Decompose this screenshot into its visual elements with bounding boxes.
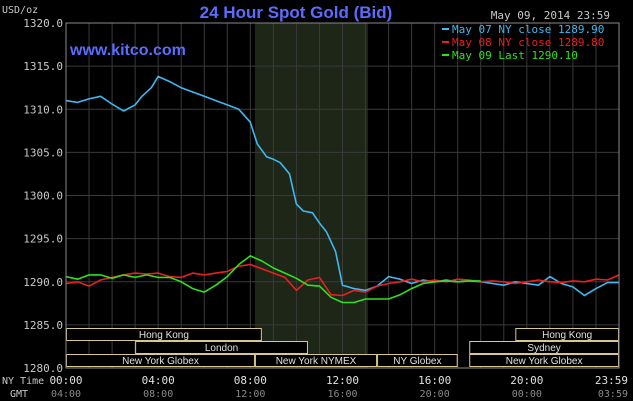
gmt-label: GMT [10, 389, 28, 400]
y-tick-label: 1310.0 [23, 103, 63, 116]
y-tick-label: 1300.0 [23, 190, 63, 203]
session-label: New York NYMEX [276, 356, 357, 367]
timestamp: May 09, 2014 23:59 [491, 9, 610, 22]
x-tick-label-ny: 23:59 [595, 374, 628, 387]
legend-entry: May 07 NY close 1289.90 [452, 23, 604, 36]
series-line-may-07 [65, 75, 619, 297]
legend-entry: May 08 NY close 1289.80 [452, 36, 604, 49]
plot-border [65, 22, 620, 369]
series-line-may-08 [65, 263, 620, 297]
x-tick-label-ny: 16:00 [418, 374, 451, 387]
x-tick-label-gmt: 16:00 [327, 389, 357, 400]
session-label: Hong Kong [542, 330, 592, 341]
x-tick-label-ny: 12:00 [326, 374, 359, 387]
session-label: Hong Kong [139, 330, 189, 341]
session-label: Sydney [527, 343, 560, 354]
y-axis-label: USD/oz [2, 5, 38, 16]
x-tick-label-ny: 04:00 [142, 374, 175, 387]
site-url: www.kitco.com [69, 42, 186, 59]
ny-time-label: NY Time [2, 376, 44, 387]
x-tick-label-gmt: 20:00 [420, 389, 450, 400]
x-tick-label-gmt: 08:00 [143, 389, 173, 400]
y-tick-label: 1285.0 [23, 319, 63, 332]
y-tick-label: 1280.0 [23, 362, 63, 375]
x-tick-label-gmt: 04:00 [51, 389, 81, 400]
y-tick-label: 1295.0 [23, 233, 63, 246]
x-tick-label-gmt: 03:59 [598, 389, 628, 400]
session-label: NY Globex [393, 356, 441, 367]
session-bar [377, 354, 458, 367]
y-tick-label: 1305.0 [23, 146, 63, 159]
price-series [65, 75, 620, 304]
x-tick-label-gmt: 12:00 [235, 389, 265, 400]
session-bar [254, 354, 378, 367]
x-tick-label-gmt: 00:00 [512, 389, 542, 400]
series-line-may-09 [65, 255, 481, 304]
y-tick-label: 1320.0 [23, 17, 63, 30]
y-tick-label: 1290.0 [23, 276, 63, 289]
x-tick-label-ny: 20:00 [510, 374, 543, 387]
y-axis-ticks: 1320.0 1315.0 1310.0 1305.0 1300.0 1295.0 1290… [23, 17, 63, 375]
x-axis-ticks: 00:00 04:00 04:00 08:00 08:00 12:00 12:00 16:00… [49, 374, 628, 400]
session-label: New York Globex [122, 356, 199, 367]
y-tick-label: 1315.0 [23, 60, 63, 73]
session-label: New York Globex [506, 356, 583, 367]
session-bar [135, 341, 308, 354]
x-tick-label-ny: 00:00 [49, 374, 82, 387]
chart-title: 24 Hour Spot Gold (Bid) [200, 3, 393, 22]
session-label: London [205, 343, 238, 354]
legend-entry: May 09 Last 1290.10 [452, 49, 578, 62]
x-tick-label-ny: 08:00 [234, 374, 267, 387]
grid [66, 23, 619, 368]
